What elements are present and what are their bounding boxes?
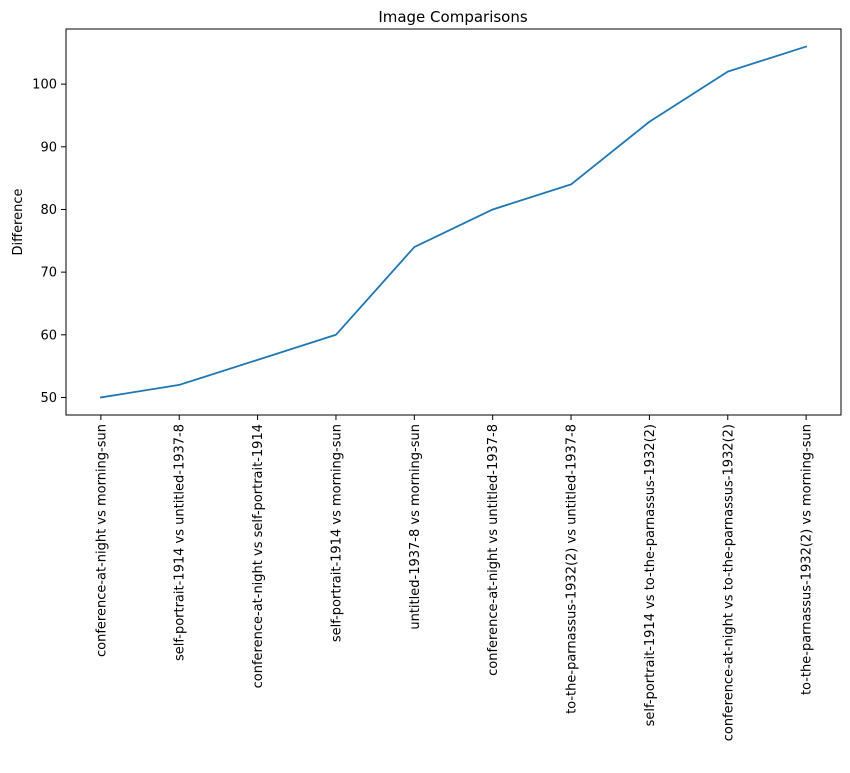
- chart-title: Image Comparisons: [378, 8, 528, 26]
- y-tick-label: 100: [32, 78, 57, 93]
- x-tick-label: to-the-parnassus-1932(2) vs untitled-193…: [565, 424, 580, 714]
- x-tick-label: self-portrait-1914 vs morning-sun: [329, 424, 344, 642]
- x-tick-label: conference-at-night vs to-the-parnassus-…: [721, 424, 736, 741]
- y-tick-label: 80: [40, 203, 57, 218]
- x-tick-label: conference-at-night vs untitled-1937-8: [486, 424, 501, 676]
- y-tick-label: 90: [40, 140, 57, 155]
- y-tick-label: 70: [40, 266, 57, 281]
- series-line: [99, 45, 808, 399]
- x-tick-label: self-portrait-1914 vs to-the-parnassus-1…: [643, 424, 658, 726]
- plot-frame: [65, 28, 842, 416]
- y-tick-label: 50: [40, 391, 57, 406]
- x-tick-label: conference-at-night vs morning-sun: [94, 424, 109, 657]
- y-tick-label: 60: [40, 328, 57, 343]
- plot-area: 50 60 70 80 90 100 conference-at-night vs morn…: [32, 28, 842, 741]
- y-axis-label: Difference: [11, 188, 26, 255]
- x-tick-label: conference-at-night vs self-portrait-191…: [251, 424, 266, 688]
- x-tick-label: to-the-parnassus-1932(2) vs morning-sun: [800, 424, 815, 695]
- x-tick-label: self-portrait-1914 vs untitled-1937-8: [173, 424, 188, 661]
- x-tick-label: untitled-1937-8 vs morning-sun: [408, 424, 423, 630]
